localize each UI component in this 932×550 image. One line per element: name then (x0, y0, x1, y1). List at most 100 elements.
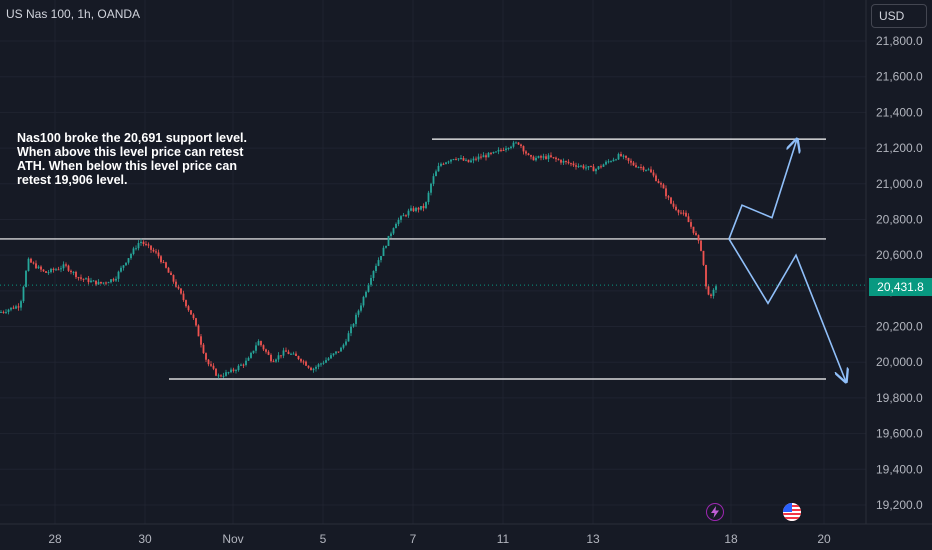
candle-body (230, 369, 232, 373)
candle-body (32, 262, 35, 264)
candle-body (617, 154, 620, 160)
candle-body (235, 370, 237, 372)
time-axis[interactable]: 28 30 Nov 5 7 11 13 18 20 (48, 532, 831, 546)
candle-body (162, 262, 165, 264)
candle-body (697, 235, 700, 241)
candle-body (147, 244, 150, 246)
candle-body (437, 165, 440, 172)
candle-body (92, 280, 95, 282)
candle-body (0, 311, 2, 313)
candle-body (570, 163, 572, 165)
candle-body (540, 156, 542, 158)
symbol-title[interactable]: US Nas 100, 1h, OANDA (6, 7, 141, 21)
candle-body (690, 222, 692, 227)
candle-body (15, 306, 17, 309)
candle-body (527, 153, 530, 155)
candle-body (197, 325, 200, 337)
candle-body (177, 286, 180, 289)
candle-body (310, 367, 312, 371)
candle-body (442, 163, 445, 165)
candle-body (350, 326, 352, 334)
candle-body (445, 162, 447, 164)
candle-body (590, 166, 592, 168)
candle-body (287, 351, 290, 355)
candle-body (337, 351, 340, 353)
projection-arrows[interactable] (728, 139, 846, 382)
candle-body (110, 279, 112, 283)
candle-body (122, 265, 125, 268)
candle-body (662, 184, 665, 189)
candle-body (322, 362, 325, 364)
candle-body (537, 156, 540, 158)
candle-body (410, 208, 412, 211)
candle-body (312, 368, 315, 371)
candle-body (327, 358, 330, 361)
candle-body (360, 305, 362, 311)
candle-body (460, 158, 462, 160)
candle-body (600, 166, 602, 168)
candle-body (365, 291, 367, 297)
candle-body (375, 265, 377, 271)
candle-body (650, 169, 652, 173)
candle-body (250, 352, 252, 358)
annotation-line: ATH. When below this level price can (17, 159, 237, 173)
y-tick-label: 19,800.0 (876, 391, 923, 405)
candle-body (487, 152, 490, 158)
candle-body (585, 167, 587, 169)
candle-body (57, 269, 60, 271)
candle-body (195, 318, 197, 326)
candle-body (475, 158, 477, 160)
candle-body (422, 205, 425, 209)
candle-body (30, 258, 32, 263)
candle-body (470, 160, 472, 163)
y-tick-label: 21,800.0 (876, 34, 923, 48)
candle-body (27, 258, 30, 271)
candle-body (55, 269, 57, 271)
candle-body (467, 159, 470, 163)
chart-annotation[interactable]: Nas100 broke the 20,691 support level. W… (17, 131, 317, 187)
candle-body (77, 277, 80, 279)
us-flag-icon[interactable] (783, 503, 801, 521)
candle-body (142, 241, 145, 245)
candle-body (580, 165, 582, 167)
candle-body (497, 149, 500, 152)
candle-body (565, 160, 567, 162)
candle-body (180, 288, 182, 294)
candle-body (187, 306, 190, 311)
candle-body (395, 223, 397, 229)
candle-body (417, 207, 420, 210)
candle-body (22, 286, 25, 302)
candle-body (352, 323, 355, 327)
horizontal-levels[interactable] (0, 138, 826, 380)
candle-body (340, 347, 342, 352)
candle-body (520, 144, 522, 147)
currency-button[interactable]: USD (871, 4, 927, 28)
candle-body (35, 263, 37, 269)
candle-body (457, 158, 460, 160)
candle-body (70, 270, 72, 273)
y-tick-label: 21,000.0 (876, 177, 923, 191)
candle-body (607, 161, 610, 163)
candle-body (495, 151, 497, 153)
candle-body (637, 166, 640, 168)
candle-body (392, 228, 395, 234)
candle-body (397, 219, 400, 224)
candle-body (532, 156, 535, 161)
candle-body (692, 226, 695, 233)
candle-body (610, 161, 612, 163)
candle-body (512, 142, 515, 147)
candle-body (715, 286, 717, 290)
projection-bullish[interactable] (728, 139, 797, 240)
candle-body (597, 166, 600, 170)
candle-body (190, 310, 192, 315)
lightning-icon[interactable] (706, 503, 724, 521)
x-tick-label: 5 (320, 532, 327, 546)
candle-body (152, 249, 155, 252)
price-axis[interactable]: 21,800.0 21,600.0 21,400.0 21,200.0 21,000.0… (876, 34, 923, 512)
x-tick-label: 7 (410, 532, 417, 546)
candle-body (525, 151, 527, 154)
candle-body (642, 167, 645, 171)
candle-body (45, 271, 47, 273)
projection-bearish[interactable] (728, 238, 846, 382)
